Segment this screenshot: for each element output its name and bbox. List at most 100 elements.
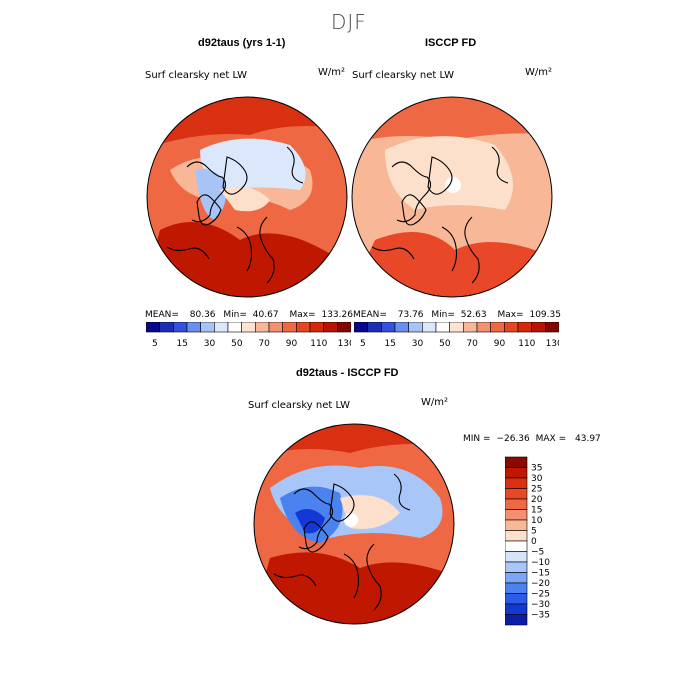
panel3-min-value: −26.36 — [496, 434, 530, 444]
panel1-coastline — [186, 161, 227, 223]
panel3-colorbar-tick-label: −5 — [531, 548, 544, 558]
panel2-colorbar-tick-label: 50 — [439, 339, 451, 349]
panel3-coastline — [303, 521, 329, 553]
panel1-colorbar-swatch — [309, 322, 324, 333]
panel3-colorbar-swatch — [505, 540, 528, 552]
panel3-min-label: MIN = — [463, 434, 491, 444]
panel1-colorbar-swatch — [337, 322, 351, 333]
panel1-coastline — [286, 146, 304, 184]
panel3-colorbar-swatch — [505, 572, 528, 584]
panel1-coastline — [166, 246, 210, 260]
panel1-polar-map — [146, 96, 348, 298]
panel2-min-label: Min= — [431, 310, 455, 320]
panel3-colorbar-tick-label: −25 — [531, 590, 550, 600]
panel3-colorbar-swatch — [505, 603, 528, 615]
panel2-coastline — [391, 161, 432, 223]
panel1-map-outline — [146, 96, 348, 298]
panel2-coastline — [401, 194, 427, 226]
panel3-coastline — [273, 573, 317, 587]
panel2-field-region — [385, 136, 513, 210]
panel2-max-label: Max= — [497, 310, 524, 320]
panel2-colorbar-swatch — [517, 322, 532, 333]
panel1-coastline — [236, 226, 253, 272]
panel1-colorbar-tick-label: 50 — [231, 339, 243, 349]
panel3-colorbar-tick-label: 20 — [531, 495, 543, 505]
panel2-coastline — [371, 246, 415, 260]
panel1-colorbar-swatch — [268, 322, 283, 333]
panel3-variable-label: Surf clearsky net LW — [248, 400, 351, 411]
panel1-field-region — [220, 186, 270, 212]
panel2-colorbar-swatch — [545, 322, 559, 333]
panel3-max-label: MAX = — [535, 434, 567, 444]
panel3-colorbar-tick-label: −30 — [531, 600, 550, 610]
panel2-colorbar-tick-label: 90 — [494, 339, 506, 349]
panel3-coastline — [329, 483, 355, 522]
panel2-colorbar-swatch — [408, 322, 423, 333]
panel2-colorbar-swatch — [394, 322, 409, 333]
panel3-colorbar-tick-label: 10 — [531, 516, 543, 526]
panel2-colorbar-swatch — [435, 322, 450, 333]
panel1-colorbar-swatch — [227, 322, 242, 333]
panel1-max-label: Max= — [289, 310, 316, 320]
panel1-colorbar-swatch — [282, 322, 297, 333]
panel3-colorbar-tick-label: 25 — [531, 485, 542, 495]
panel1-coastline — [222, 156, 248, 195]
panel1-colorbar: 5 15 30 50 70 90 110 130 — [146, 322, 351, 349]
panel1-stats: MEAN= 80.36 Min= 40.67 Max= 133.26 — [145, 310, 353, 320]
panel2-colorbar: 5 15 30 50 70 90 110 130 — [354, 322, 559, 349]
panel1-mean-value: 80.36 — [189, 310, 216, 320]
panel1-colorbar-swatch — [146, 322, 160, 333]
panel3-colorbar-swatch — [505, 530, 528, 542]
panel2-coastline — [491, 146, 509, 184]
panel3-colorbar-swatch — [505, 456, 528, 468]
panel1-field-region — [200, 138, 306, 190]
panel2-coastline — [441, 226, 458, 272]
panel3-colorbar-tick-label: −35 — [531, 611, 550, 621]
panel3-map-outline — [253, 423, 455, 625]
panel2-mean-label: MEAN= — [353, 310, 387, 320]
panel3-colorbar-swatch — [505, 509, 528, 521]
panel2-colorbar-swatch — [476, 322, 491, 333]
panel1-colorbar-tick-label: 130 — [338, 339, 351, 349]
panel1-colorbar-swatch — [323, 322, 338, 333]
panel2-colorbar-tick-label: 130 — [546, 339, 559, 349]
panel3-polar-map — [253, 423, 455, 625]
panel3-colorbar-tick-label: 15 — [531, 506, 542, 516]
panel3-colorbar-swatch — [505, 519, 528, 531]
panel2-field-region — [445, 177, 461, 193]
panel3-field-region — [344, 513, 358, 527]
panel2-max-value: 109.35 — [529, 310, 561, 320]
panel2-colorbar-tick-label: 30 — [412, 339, 424, 349]
panel1-title: d92taus (yrs 1-1) — [198, 37, 286, 49]
panel2-colorbar-swatch — [463, 322, 478, 333]
panel2-coastline — [427, 156, 453, 195]
panel2-colorbar-swatch — [449, 322, 464, 333]
panel2-colorbar-swatch — [531, 322, 546, 333]
panel1-colorbar-tick-label: 5 — [152, 339, 158, 349]
panel3-colorbar-swatch — [505, 593, 528, 605]
panel3-colorbar-swatch — [505, 467, 528, 479]
panel3-colorbar-swatch — [505, 582, 528, 594]
panel2-stats: MEAN= 73.76 Min= 52.63 Max= 109.35 — [353, 310, 561, 320]
panel1-colorbar-swatch — [173, 322, 188, 333]
panel1-colorbar-swatch — [214, 322, 229, 333]
panel3-colorbar-tick-label: 35 — [531, 464, 542, 474]
panel2-colorbar-swatch — [367, 322, 382, 333]
panel1-colorbar-swatch — [159, 322, 174, 333]
panel1-variable-label: Surf clearsky net LW — [145, 70, 248, 81]
panel1-colorbar-swatch — [200, 322, 215, 333]
panel2-colorbar-swatch — [381, 322, 396, 333]
panel1-colorbar-tick-label: 90 — [286, 339, 298, 349]
panel3-colorbar-tick-label: 5 — [531, 527, 537, 537]
panel1-field-region — [195, 168, 227, 220]
panel2-colorbar-tick-label: 70 — [466, 339, 478, 349]
panel3-field-region — [295, 509, 325, 534]
panel3-stats: MIN = −26.36 MAX = 43.97 — [463, 434, 601, 444]
panel1-colorbar-swatch — [186, 322, 201, 333]
panel3-units-label: W/m² — [421, 397, 449, 408]
panel1-colorbar-tick-label: 30 — [204, 339, 216, 349]
panel2-colorbar-swatch — [354, 322, 368, 333]
panel3-colorbar-swatch — [505, 561, 528, 573]
panel3-coastline — [393, 473, 411, 511]
figure-title: DJF — [331, 10, 367, 34]
